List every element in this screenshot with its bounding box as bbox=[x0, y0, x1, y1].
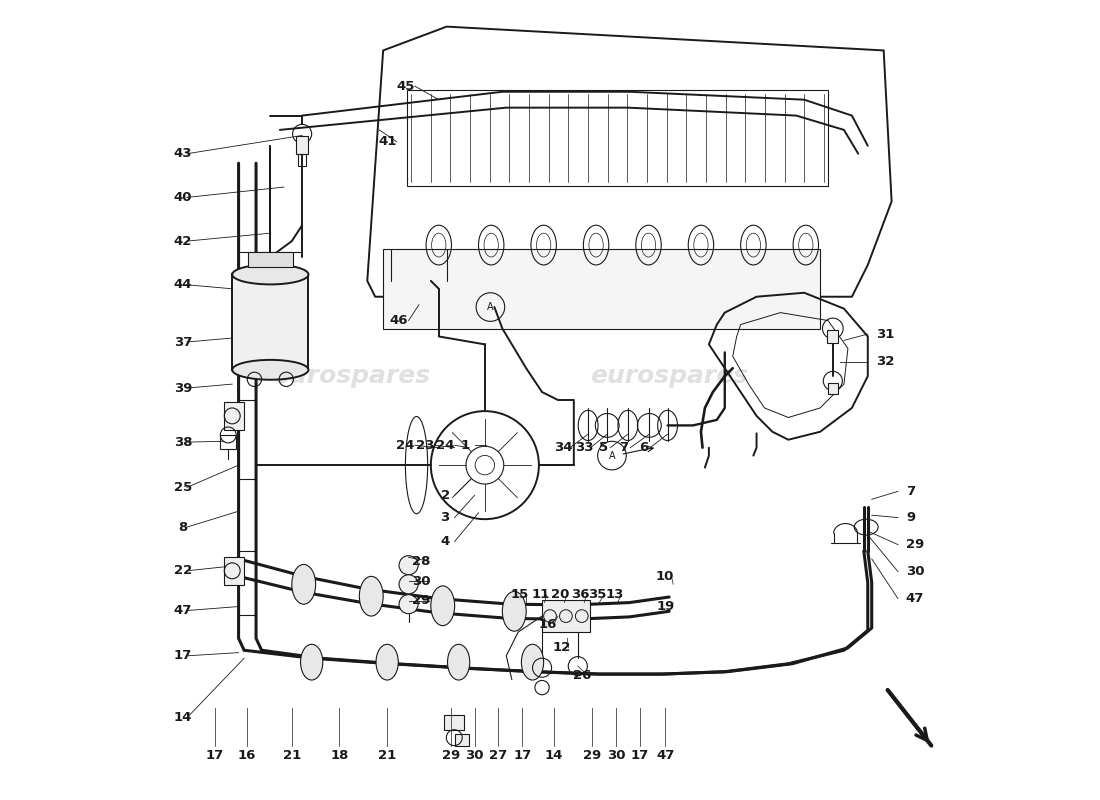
Text: 14: 14 bbox=[544, 750, 563, 762]
FancyBboxPatch shape bbox=[224, 402, 244, 430]
Text: 35: 35 bbox=[588, 588, 607, 601]
Ellipse shape bbox=[232, 360, 308, 380]
FancyBboxPatch shape bbox=[383, 249, 821, 329]
Text: 30: 30 bbox=[412, 574, 430, 588]
Text: 37: 37 bbox=[174, 335, 192, 349]
FancyBboxPatch shape bbox=[828, 382, 837, 394]
Text: 15: 15 bbox=[510, 588, 529, 601]
Text: 3: 3 bbox=[440, 511, 450, 524]
Ellipse shape bbox=[232, 265, 308, 285]
Ellipse shape bbox=[292, 565, 316, 604]
Text: 47: 47 bbox=[906, 592, 924, 605]
Text: 30: 30 bbox=[607, 750, 625, 762]
Text: 34: 34 bbox=[554, 441, 573, 454]
Text: 30: 30 bbox=[465, 750, 484, 762]
Text: 41: 41 bbox=[378, 135, 396, 148]
Text: 40: 40 bbox=[174, 191, 192, 204]
Text: 9: 9 bbox=[906, 511, 915, 524]
FancyBboxPatch shape bbox=[224, 557, 244, 585]
FancyBboxPatch shape bbox=[454, 734, 469, 746]
Text: 17: 17 bbox=[630, 750, 649, 762]
Text: 4: 4 bbox=[440, 535, 450, 548]
Text: 16: 16 bbox=[238, 750, 255, 762]
Text: 33: 33 bbox=[575, 441, 593, 454]
FancyBboxPatch shape bbox=[249, 252, 293, 266]
Text: 24: 24 bbox=[436, 438, 454, 452]
Text: 17: 17 bbox=[206, 750, 224, 762]
Ellipse shape bbox=[503, 591, 526, 631]
Text: 30: 30 bbox=[906, 565, 924, 578]
Text: 39: 39 bbox=[174, 382, 192, 394]
Text: 42: 42 bbox=[174, 234, 192, 248]
Text: 18: 18 bbox=[330, 750, 349, 762]
Ellipse shape bbox=[360, 576, 383, 616]
Text: eurospares: eurospares bbox=[590, 364, 748, 388]
Ellipse shape bbox=[300, 644, 322, 680]
Text: 21: 21 bbox=[378, 750, 396, 762]
Text: 29: 29 bbox=[412, 594, 430, 607]
Ellipse shape bbox=[521, 644, 543, 680]
Text: 46: 46 bbox=[389, 314, 408, 327]
FancyBboxPatch shape bbox=[296, 136, 308, 154]
Text: 7: 7 bbox=[906, 485, 915, 498]
Text: 38: 38 bbox=[174, 436, 192, 449]
Text: 43: 43 bbox=[174, 147, 192, 160]
Text: 14: 14 bbox=[174, 711, 192, 724]
Text: 5: 5 bbox=[600, 441, 608, 454]
Text: 29: 29 bbox=[583, 750, 602, 762]
Text: A: A bbox=[608, 450, 615, 461]
Text: 20: 20 bbox=[551, 588, 570, 601]
Text: 22: 22 bbox=[174, 564, 192, 578]
Text: 1: 1 bbox=[461, 438, 470, 452]
Text: 21: 21 bbox=[283, 750, 301, 762]
Text: 17: 17 bbox=[174, 650, 192, 662]
Text: 45: 45 bbox=[396, 80, 415, 93]
Text: 29: 29 bbox=[441, 750, 460, 762]
Text: 29: 29 bbox=[906, 538, 924, 551]
Text: 6: 6 bbox=[639, 441, 648, 454]
FancyBboxPatch shape bbox=[542, 600, 590, 632]
Ellipse shape bbox=[448, 644, 470, 680]
Text: 17: 17 bbox=[513, 750, 531, 762]
Text: 10: 10 bbox=[656, 570, 674, 583]
Circle shape bbox=[399, 574, 418, 594]
Ellipse shape bbox=[431, 586, 454, 626]
Text: 12: 12 bbox=[553, 642, 571, 654]
Text: eurospares: eurospares bbox=[273, 364, 430, 388]
Text: 23: 23 bbox=[416, 438, 434, 452]
Text: 7: 7 bbox=[619, 441, 628, 454]
FancyBboxPatch shape bbox=[232, 274, 308, 370]
Circle shape bbox=[399, 594, 418, 614]
Text: 27: 27 bbox=[490, 750, 507, 762]
Text: 44: 44 bbox=[174, 278, 192, 291]
Circle shape bbox=[399, 556, 418, 574]
Text: 32: 32 bbox=[876, 355, 894, 368]
Text: 47: 47 bbox=[174, 604, 192, 617]
Text: 16: 16 bbox=[538, 618, 557, 630]
FancyBboxPatch shape bbox=[827, 330, 838, 342]
Text: A: A bbox=[487, 302, 494, 312]
Text: 28: 28 bbox=[412, 554, 430, 568]
FancyBboxPatch shape bbox=[444, 715, 464, 730]
Text: 47: 47 bbox=[656, 750, 674, 762]
Text: 19: 19 bbox=[656, 600, 674, 613]
Text: 31: 31 bbox=[876, 327, 894, 341]
Text: 36: 36 bbox=[571, 588, 590, 601]
Text: 13: 13 bbox=[606, 588, 625, 601]
Ellipse shape bbox=[376, 644, 398, 680]
Text: 26: 26 bbox=[573, 669, 591, 682]
Text: 2: 2 bbox=[441, 489, 450, 502]
Text: 25: 25 bbox=[174, 481, 192, 494]
Text: 11: 11 bbox=[531, 588, 550, 601]
Text: 24: 24 bbox=[396, 438, 415, 452]
Text: 8: 8 bbox=[178, 521, 188, 534]
